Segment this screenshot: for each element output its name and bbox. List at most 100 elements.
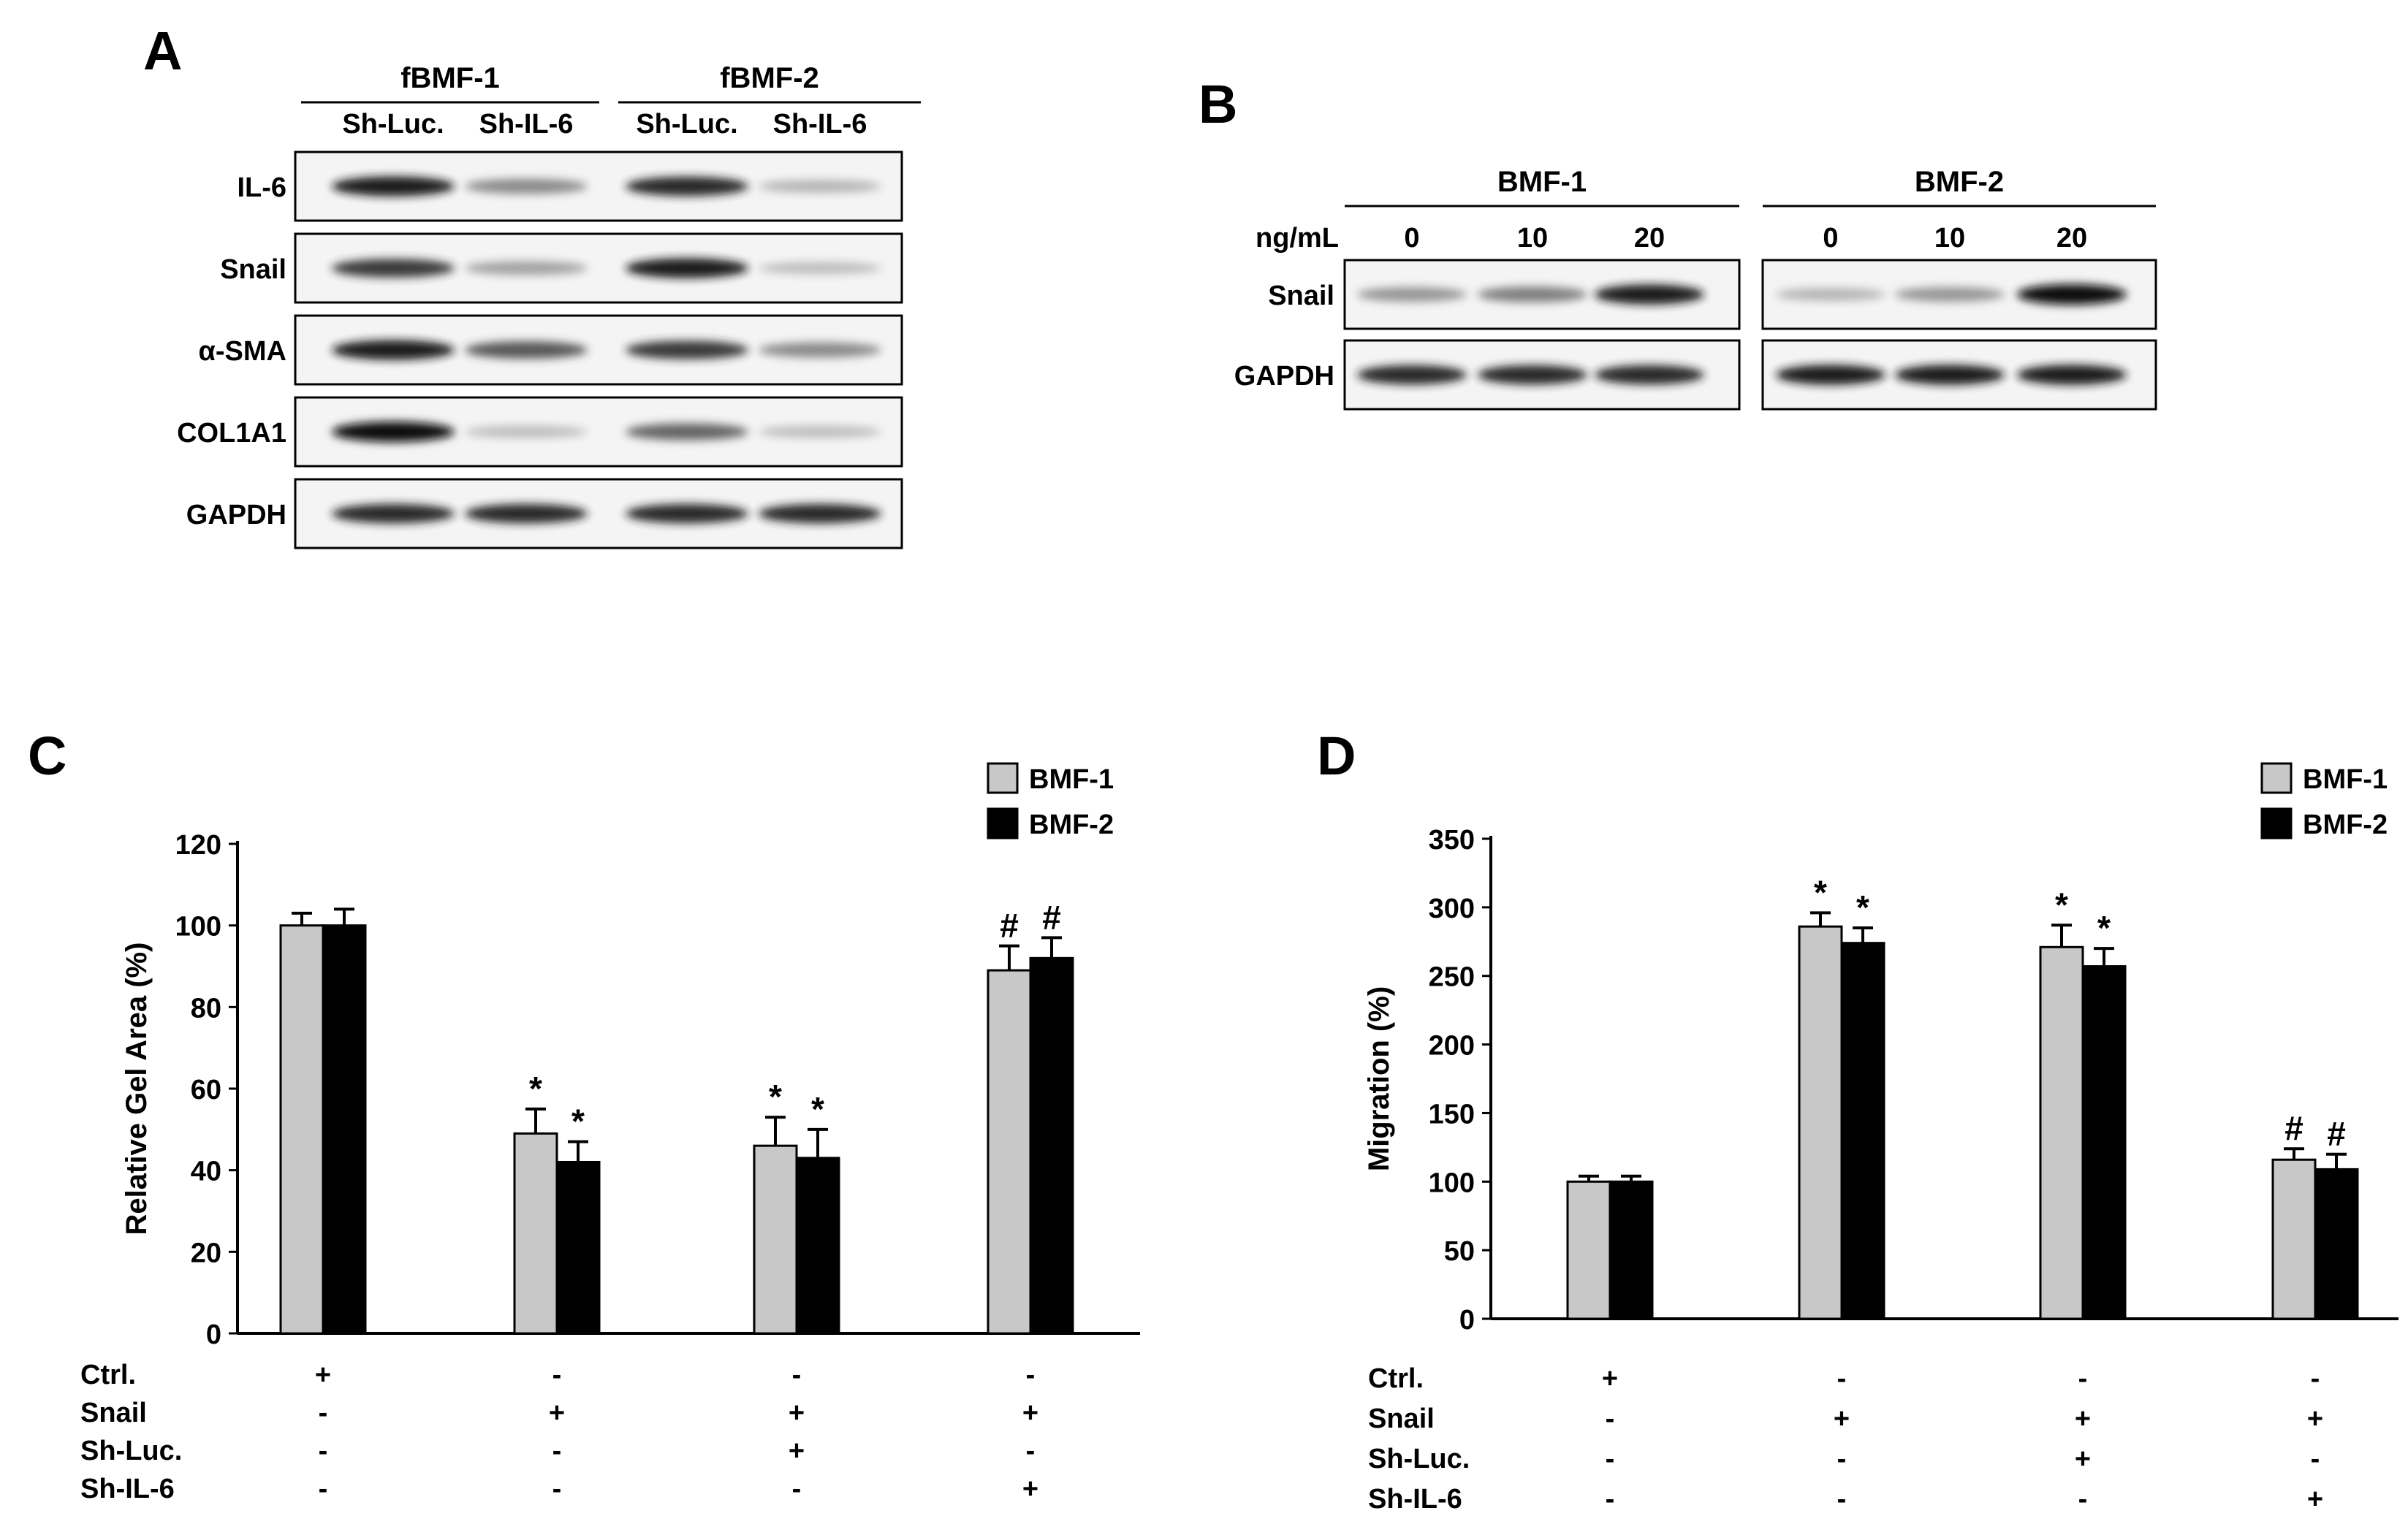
panel-letter: D [1317,726,1356,786]
panel-a-band [465,503,588,524]
condition-sign: + [789,1436,805,1466]
panel-a-band [332,422,455,442]
panel-b-group-label: BMF-2 [1915,166,2004,198]
condition-label: Ctrl. [1368,1363,1424,1394]
panel-b-band [1895,365,2005,385]
significance-mark: * [769,1078,782,1116]
legend-swatch [2260,807,2293,839]
panel-a-band [626,176,748,197]
panel-a-band [759,342,881,358]
y-tick-label: 120 [175,830,221,861]
condition-sign: - [1026,1360,1036,1390]
panel-b-band [1357,287,1467,302]
panel-letter: C [28,726,67,786]
condition-sign: - [2078,1484,2088,1515]
panel-a-band [759,262,881,275]
panel-b-band [1776,365,1885,385]
y-tick-label: 100 [175,912,221,943]
bar [1029,956,1074,1335]
significance-mark: * [2055,886,2068,924]
panel-a-lane-label: Sh-Luc. [342,109,444,140]
panel-b-band [2017,284,2127,305]
condition-sign: + [315,1360,331,1390]
significance-mark: * [1814,873,1827,911]
condition-sign: - [2078,1363,2088,1394]
condition-label: Sh-IL-6 [1368,1484,1462,1515]
bar [987,969,1032,1335]
significance-mark: * [571,1103,585,1141]
legend-label: BMF-2 [1029,810,1114,840]
legend-label: BMF-1 [2303,764,2388,795]
condition-sign: + [2075,1404,2091,1434]
y-tick-label: 60 [191,1075,221,1105]
condition-sign: + [2307,1404,2323,1434]
bar [555,1161,601,1335]
condition-sign: + [1602,1363,1618,1394]
condition-label: Snail [80,1398,147,1428]
panel-b-dose-label: 0 [1404,223,1419,254]
legend-swatch [987,807,1019,839]
panel-b-band [1776,288,1885,301]
condition-sign: + [789,1398,805,1428]
legend-swatch [987,762,1019,794]
bar [2081,965,2127,1320]
condition-label: Snail [1368,1404,1435,1434]
condition-sign: - [319,1398,328,1428]
panel-a-band [465,341,588,359]
significance-mark: # [1000,907,1019,945]
bar [2314,1168,2359,1320]
bar [1840,942,1885,1320]
condition-sign: - [792,1360,802,1390]
y-tick-label: 100 [1429,1168,1475,1198]
panel-a-band [332,259,455,278]
panel-a-band [465,425,588,438]
significance-mark: # [2327,1115,2346,1153]
panel-b-dose-label: 0 [1823,223,1838,254]
condition-sign: + [549,1398,565,1428]
bar [1609,1180,1654,1320]
bar [1566,1180,1611,1320]
y-tick-label: 40 [191,1157,221,1187]
condition-label: Ctrl. [80,1360,136,1390]
bar [513,1132,558,1335]
y-tick-label: 20 [191,1238,221,1268]
panel-b-band [2017,365,2127,385]
condition-sign: - [552,1474,562,1504]
condition-sign: - [319,1436,328,1466]
panel-a-band [465,178,588,194]
condition-sign: - [1026,1436,1036,1466]
panel-a-band [759,425,881,438]
condition-sign: - [1606,1444,1615,1474]
y-axis-label: Migration (%) [1363,986,1395,1171]
panel-a-blot-label: IL-6 [237,172,286,203]
significance-mark: # [2284,1109,2303,1147]
condition-sign: - [1837,1363,1847,1394]
condition-sign: + [1022,1398,1038,1428]
panel-a-band [626,423,748,441]
panel-a-blot-label: α-SMA [199,336,286,367]
panel-a-band [626,258,748,278]
significance-mark: * [529,1070,542,1108]
panel-a-group-label: fBMF-1 [400,62,500,94]
y-tick-label: 50 [1444,1236,1475,1267]
condition-label: Sh-IL-6 [80,1474,175,1504]
y-tick-label: 300 [1429,894,1475,924]
panel-a-blot-label: GAPDH [186,500,286,530]
legend-label: BMF-2 [2303,810,2388,840]
panel-b-band [1595,365,1704,385]
bar [2039,945,2084,1320]
panel-b-band [1478,286,1587,302]
panel-b: Bng/mL BMF-1 0 10 20 BMF-2 0 10 20 Snail GAPDH [1199,74,2157,411]
condition-sign: + [2307,1484,2323,1515]
y-tick-label: 350 [1429,825,1475,856]
condition-sign: - [2311,1444,2320,1474]
y-tick-label: 250 [1429,962,1475,993]
condition-sign: - [552,1360,562,1390]
bar [279,924,324,1335]
condition-sign: + [1834,1404,1850,1434]
panel-b-dose-label: 10 [1934,223,1965,254]
significance-mark: # [1042,898,1061,936]
condition-sign: - [1606,1484,1615,1515]
bar [322,924,367,1335]
